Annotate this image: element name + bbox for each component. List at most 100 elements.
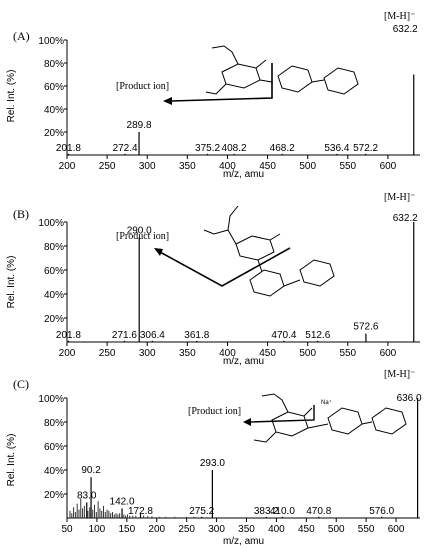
peak-label: 272.4 <box>113 143 138 154</box>
x-tick-label: 400 <box>219 348 236 359</box>
peak-label: 293.0 <box>200 458 225 469</box>
structure-drawing <box>253 393 407 443</box>
y-tick-label: 100% <box>38 218 64 229</box>
peak-label: 572.6 <box>353 322 378 333</box>
peak-label: 536.4 <box>324 143 349 154</box>
x-axis-title: m/z, amu <box>223 536 264 547</box>
peak-label: 289.8 <box>127 120 152 131</box>
peak-label: 201.8 <box>56 143 81 154</box>
peak-label: 636.0 <box>397 393 422 404</box>
peaks: 201.8 271.6 290.0 306.4 361.8 470.4 512.6 572.6… <box>56 213 418 342</box>
axes: 50 100 150 200 250 300 350 400 450 500 550 600 20% 40… <box>38 394 420 535</box>
y-tick-label: 40% <box>44 466 64 477</box>
x-tick-label: 450 <box>259 348 276 359</box>
panel-label: (C) <box>13 377 29 391</box>
peak-label: 576.0 <box>369 506 394 517</box>
y-axis-title: Rel. Int. (%) <box>6 256 17 309</box>
x-tick-label: 200 <box>59 161 76 172</box>
x-tick-label: 300 <box>208 524 225 535</box>
panel-label: (B) <box>13 207 29 221</box>
y-axis-title: Rel. Int. (%) <box>6 70 17 123</box>
precursor-label: [M-H]⁻ <box>384 369 415 380</box>
product-ion-arrow <box>249 405 315 423</box>
y-tick-label: 60% <box>44 442 64 453</box>
x-axis-title: m/z, amu <box>223 356 264 367</box>
peak-label: 201.8 <box>56 330 81 341</box>
y-axis-title: Rel. Int. (%) <box>6 434 17 487</box>
peak-label: 408.2 <box>222 143 247 154</box>
peak-label: 172.8 <box>128 506 153 517</box>
axes: 200 250 300 350 400 450 500 550 600 20% 40% 60% 80% 1… <box>38 36 420 172</box>
x-tick-label: 100 <box>89 524 106 535</box>
structure-drawing <box>203 205 335 297</box>
product-ion-arrow <box>159 247 291 287</box>
x-tick-label: 450 <box>259 161 276 172</box>
y-tick-label: 20% <box>44 314 64 325</box>
peak-label: 383.2 <box>254 506 279 517</box>
x-tick-label: 200 <box>148 524 165 535</box>
peak-label: 632.2 <box>393 213 418 224</box>
y-tick-label: 100% <box>38 394 64 405</box>
panel-b: (B) [M-H]⁻ [Product ion] m/z, amu Rel. I… <box>6 192 420 367</box>
y-tick-label: 40% <box>44 105 64 116</box>
x-tick-label: 400 <box>219 161 236 172</box>
x-axis-title: m/z, amu <box>223 169 264 180</box>
peak-label: 290.0 <box>127 226 152 237</box>
y-tick-label: 80% <box>44 59 64 70</box>
arrow-head <box>154 248 163 256</box>
x-tick-label: 300 <box>139 161 156 172</box>
peak-label: 375.2 <box>195 143 220 154</box>
axes: 200 250 300 350 400 450 500 550 600 20% 40% 60% 80% 1… <box>38 218 420 359</box>
y-tick-label: 100% <box>38 36 64 47</box>
peak-label: 83.0 <box>77 490 97 501</box>
x-tick-label: 150 <box>118 524 135 535</box>
precursor-label: [M-H]⁻ <box>384 11 415 22</box>
panel-a: (A) [M-H]⁻ [Product ion] m/z, amu Rel. I… <box>6 11 420 180</box>
x-tick-label: 500 <box>299 161 316 172</box>
peak-label: 512.6 <box>305 330 330 341</box>
peak-label: 142.0 <box>110 496 135 507</box>
x-tick-label: 550 <box>339 348 356 359</box>
y-tick-label: 20% <box>44 128 64 139</box>
peak-label: 468.2 <box>270 143 295 154</box>
x-tick-label: 250 <box>99 161 116 172</box>
x-tick-label: 450 <box>298 524 315 535</box>
x-tick-label: 600 <box>388 524 405 535</box>
arrow-head <box>243 418 251 426</box>
peak-label: 470.8 <box>306 506 331 517</box>
sodium-annotation: Na⁺ <box>321 399 332 406</box>
x-tick-label: 550 <box>358 524 375 535</box>
y-tick-label: 40% <box>44 290 64 301</box>
x-tick-label: 250 <box>99 348 116 359</box>
product-ion-label: [Product ion] <box>188 406 241 417</box>
x-tick-label: 200 <box>59 348 76 359</box>
precursor-label: [M-H]⁻ <box>384 192 415 203</box>
x-tick-label: 500 <box>299 348 316 359</box>
panel-label: (A) <box>13 29 30 43</box>
peak-label: 306.4 <box>140 330 165 341</box>
peak-label: 470.4 <box>271 330 296 341</box>
x-tick-label: 350 <box>238 524 255 535</box>
peak-label: 361.8 <box>184 330 209 341</box>
peak-label: 271.6 <box>112 330 137 341</box>
product-ion-label: [Product ion] <box>116 81 169 92</box>
peak-label: 90.2 <box>81 465 101 476</box>
peak-label: 410.0 <box>270 506 295 517</box>
x-tick-label: 50 <box>61 524 73 535</box>
x-tick-label: 400 <box>268 524 285 535</box>
arrow-head <box>163 97 172 105</box>
y-tick-label: 80% <box>44 242 64 253</box>
structure-drawing <box>205 45 359 95</box>
y-tick-label: 80% <box>44 418 64 429</box>
y-tick-label: 20% <box>44 490 64 501</box>
product-ion-label: [Product ion] <box>116 231 169 242</box>
peak-label: 572.2 <box>353 143 378 154</box>
x-tick-label: 550 <box>339 161 356 172</box>
y-tick-label: 60% <box>44 266 64 277</box>
x-tick-label: 350 <box>179 161 196 172</box>
x-tick-label: 600 <box>380 348 397 359</box>
peaks: 201.8 272.4 289.8 375.2 408.2 468.2 536.4 572.2… <box>56 24 418 155</box>
peak-label: 275.2 <box>189 506 214 517</box>
